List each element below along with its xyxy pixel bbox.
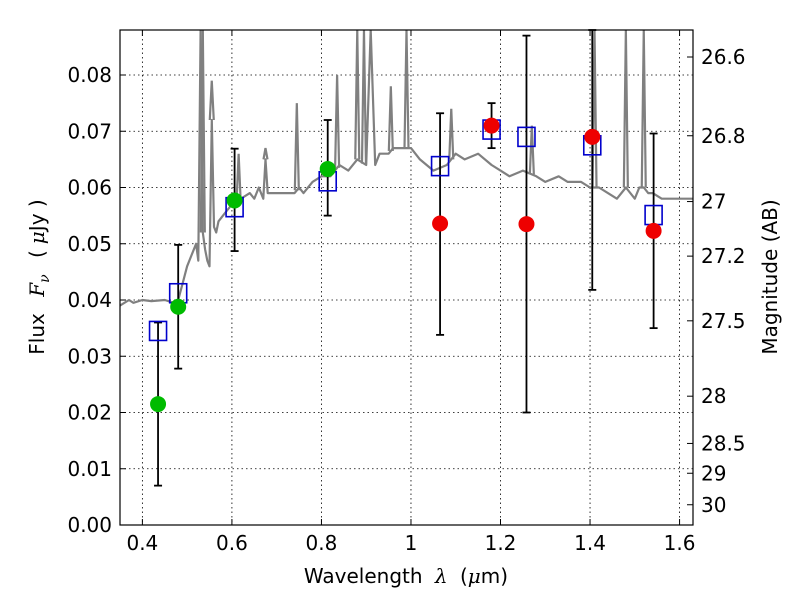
- x-tick-label: 1.4: [574, 531, 606, 555]
- y2-tick-label: 28.5: [701, 431, 746, 455]
- points-layer: [148, 29, 663, 487]
- y-tick-label: 0.06: [67, 176, 112, 200]
- y2-tick-label: 27: [701, 190, 726, 214]
- spectrum-emission-spike: [354, 30, 361, 160]
- y2-axis-label: Magnitude (AB): [758, 199, 782, 354]
- data-point-marker: [483, 117, 500, 134]
- spectrum-emission-spike: [293, 103, 300, 191]
- x-tick-label: 1.2: [485, 531, 517, 555]
- data-point-marker: [518, 216, 535, 233]
- y-tick-label: 0.01: [67, 457, 112, 481]
- y-tick-label: 0.02: [67, 401, 112, 425]
- spectrum-emission-spike: [528, 125, 535, 175]
- y2-tick-label: 27.5: [701, 309, 746, 333]
- spectrum-emission-spike: [235, 153, 242, 201]
- model-square-marker: [148, 320, 168, 342]
- plot-frame: [119, 29, 694, 526]
- y-tick-label: 0.07: [67, 119, 112, 143]
- spectrum-emission-spike: [403, 30, 410, 149]
- data-point-marker: [584, 128, 601, 145]
- x-axis-label: Wavelength λ (μm): [304, 564, 508, 588]
- y-tick-label: 0.08: [67, 63, 112, 87]
- y-tick-label: 0.04: [67, 288, 112, 312]
- spectrum-emission-spike: [199, 30, 206, 233]
- data-point-marker: [150, 396, 167, 413]
- model-square-marker: [517, 126, 536, 148]
- x-tick-label: 0.4: [126, 531, 158, 555]
- y2-tick-label: 26.8: [701, 124, 746, 148]
- y2-tick-label: 29: [701, 461, 726, 485]
- data-point-marker: [226, 192, 243, 209]
- y2-tick-label: 30: [701, 493, 726, 517]
- spectrum-emission-spike: [387, 86, 394, 151]
- y-axis-label: Flux Fν (μJy ): [25, 199, 54, 354]
- spectrum-emission-spike: [448, 108, 455, 160]
- x-tick-label: 0.6: [216, 531, 248, 555]
- data-point-marker: [170, 298, 187, 315]
- axes-layer: 0.4 0.6 0.8 1 1.2 1.4 1.6 0.00 0.01 0.02 0.03 0.04 0…: [67, 30, 746, 555]
- spectrum-emission-spike: [640, 30, 647, 188]
- data-point-marker: [319, 160, 336, 177]
- spectrum-emission-spike: [208, 80, 215, 121]
- spectrum-layer: [120, 30, 693, 307]
- spectrum-emission-spike: [334, 74, 341, 168]
- y-tick-label: 0.05: [67, 232, 112, 256]
- y2-tick-label: 28: [701, 384, 726, 408]
- spectrum-emission-spike: [262, 147, 269, 160]
- y-tick-label: 0.03: [67, 344, 112, 368]
- x-tick-label: 1.6: [664, 531, 696, 555]
- y2-tick-label: 27.2: [701, 244, 746, 268]
- spectrum-emission-spike: [622, 30, 629, 188]
- model-square-marker: [430, 155, 450, 177]
- x-tick-label: 0.8: [306, 531, 338, 555]
- x-tick-label: 1: [405, 531, 418, 555]
- data-point-marker: [432, 215, 449, 232]
- grid-layer: [120, 30, 693, 526]
- spectrum-emission-spike: [360, 30, 368, 164]
- y-tick-label: 0.00: [67, 513, 112, 537]
- y2-tick-label: 26.6: [701, 45, 746, 69]
- data-point-marker: [645, 222, 662, 239]
